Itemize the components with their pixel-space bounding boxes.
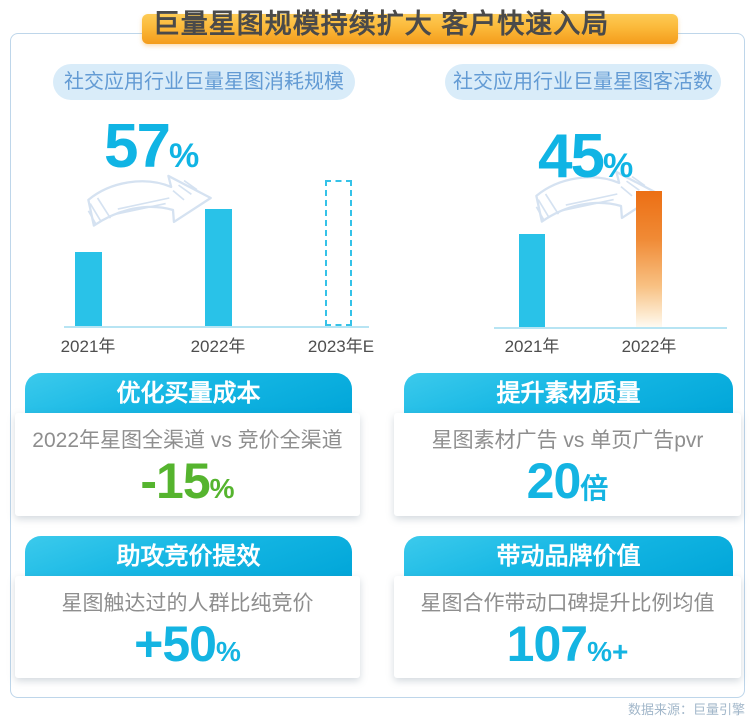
x-axis-label: 2021年: [60, 337, 116, 356]
card-subtitle: 星图素材广告 vs 单页广告pvr: [431, 429, 704, 452]
stat-card-bidding-efficiency: 助攻竞价提效 星图触达过的人群比纯竞价 +50%: [15, 536, 360, 678]
card-header: 带动品牌价值: [404, 536, 733, 582]
growth-percentage-consumption: 57%: [104, 112, 200, 181]
card-subtitle: 星图触达过的人群比纯竞价: [61, 592, 314, 615]
chart-title-active-clients: 社交应用行业巨量星图客活数: [445, 64, 721, 100]
card-value: 20倍: [526, 453, 609, 509]
card-subtitle: 星图合作带动口碑提升比例均值: [420, 592, 715, 615]
card-body: 2022年星图全渠道 vs 竞价全渠道 -15%: [15, 413, 360, 516]
card-body: 星图素材广告 vs 单页广告pvr 20倍: [394, 413, 741, 516]
bar-2023-estimate: [325, 180, 352, 326]
bar-2022: [205, 209, 232, 326]
growth-percentage-active-clients: 45%: [538, 122, 634, 191]
x-axis-label: 2023年E: [307, 337, 375, 356]
card-header: 助攻竞价提效: [25, 536, 352, 582]
chart-title-consumption: 社交应用行业巨量星图消耗规模: [53, 64, 355, 100]
card-header: 优化买量成本: [25, 373, 352, 419]
growth-arrow-doodle: [87, 174, 212, 227]
card-subtitle: 2022年星图全渠道 vs 竞价全渠道: [32, 429, 343, 452]
page-title: 巨量星图规模持续扩大 客户快速入局: [152, 9, 610, 39]
stat-card-buy-cost: 优化买量成本 2022年星图全渠道 vs 竞价全渠道 -15%: [15, 373, 360, 516]
card-header: 提升素材质量: [404, 373, 733, 419]
bar-chart-active-clients: [494, 191, 727, 329]
card-body: 星图合作带动口碑提升比例均值 107%+: [394, 576, 741, 678]
x-axis-label: 2022年: [190, 337, 246, 356]
card-value: -15%: [140, 453, 235, 509]
card-value: 107%+: [506, 616, 629, 672]
bar-2022-highlight: [636, 191, 662, 327]
bar-2021: [75, 252, 102, 326]
title-banner: 巨量星图规模持续扩大 客户快速入局: [142, 9, 678, 44]
bar-2021: [519, 234, 545, 327]
card-body: 星图触达过的人群比纯竞价 +50%: [15, 576, 360, 678]
bar-chart-consumption: [64, 180, 369, 328]
stat-card-material-quality: 提升素材质量 星图素材广告 vs 单页广告pvr 20倍: [394, 373, 741, 516]
stat-card-brand-value: 带动品牌价值 星图合作带动口碑提升比例均值 107%+: [394, 536, 741, 678]
x-axis-label: 2022年: [621, 337, 677, 356]
card-value: +50%: [134, 616, 241, 672]
x-axis-label: 2021年: [504, 337, 560, 356]
data-source-note: 数据来源：巨量引擎: [627, 702, 745, 717]
